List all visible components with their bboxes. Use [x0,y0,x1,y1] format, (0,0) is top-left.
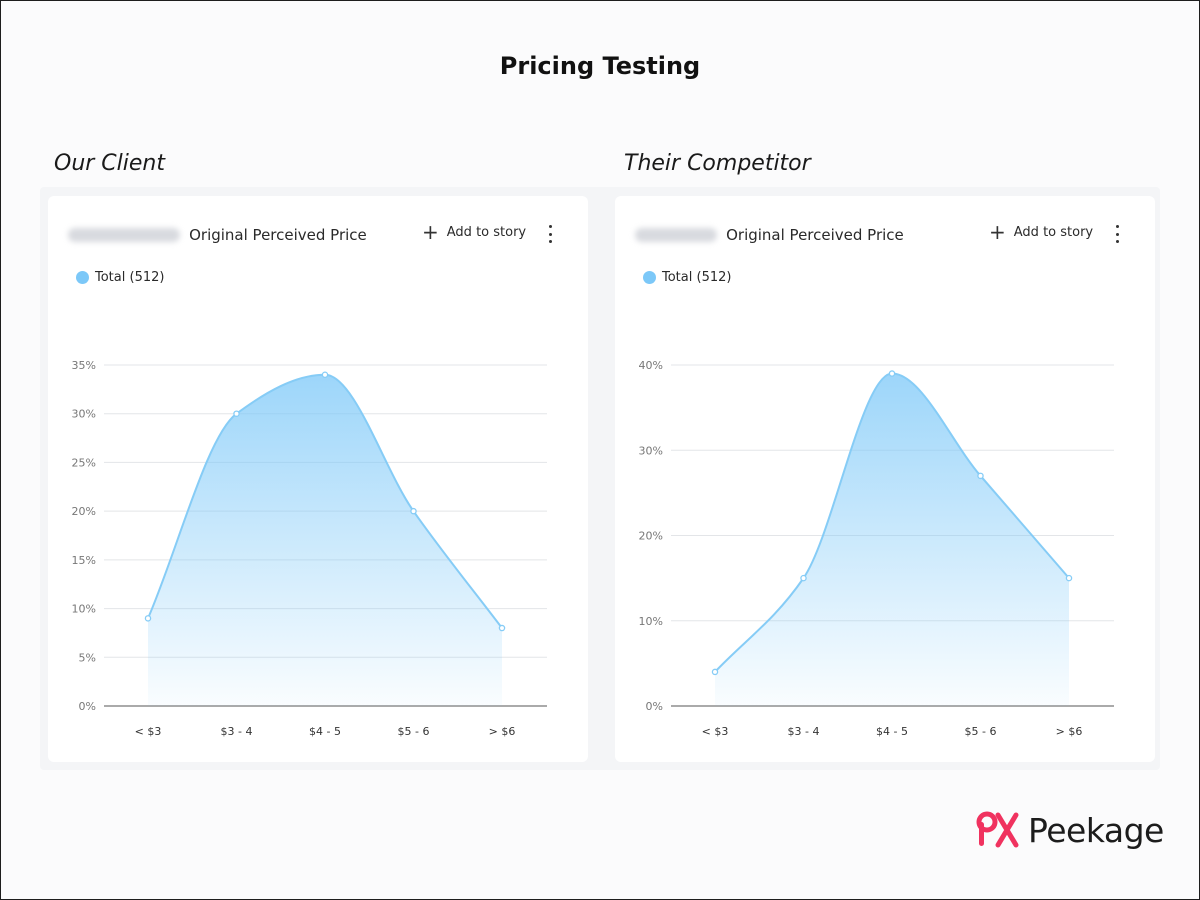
x-tick-label: > $6 [489,725,516,738]
x-tick-label: $4 - 5 [876,725,908,738]
y-tick-label: 10% [639,615,663,628]
y-tick-label: 40% [639,359,663,372]
data-point[interactable] [498,624,506,632]
page-title: Pricing Testing [499,52,701,80]
plus-icon: + [422,220,439,244]
client-chart-plot: 0% 5% 10% 15% 20% 25% 30% 35% < $3 $3 - 4 $4 - 5 $5… [72,359,547,738]
x-tick-label: $3 - 4 [221,725,253,738]
y-tick-label: 30% [72,408,96,421]
x-tick-label: $3 - 4 [788,725,820,738]
data-point[interactable] [233,410,240,417]
redacted-brand-name [635,227,717,242]
brand-logo: Peekage [976,808,1164,852]
y-tick-label: 0% [79,700,96,713]
x-tick-label: < $3 [135,725,162,738]
competitor-section-label: Their Competitor [624,151,811,176]
data-point[interactable] [321,371,329,378]
card-title: Original Perceived Price [189,225,367,244]
x-tick-label: < $3 [702,725,729,738]
client-section-label: Our Client [54,151,165,176]
y-tick-label: 20% [639,530,663,543]
card-header: Original Perceived Price [635,224,1135,248]
client-chart-card: Original Perceived Price + Add to story … [48,196,588,762]
series-area [148,374,502,706]
y-tick-label: 15% [72,554,96,567]
card-header: Original Perceived Price [68,224,568,248]
chart-legend[interactable]: Total (512) [76,270,164,285]
y-tick-label: 10% [72,603,96,616]
y-tick-label: 20% [72,505,96,518]
y-tick-label: 5% [79,651,96,664]
redacted-brand-name [68,227,180,242]
y-tick-label: 25% [72,456,96,469]
x-tick-label: $5 - 6 [965,725,997,738]
more-options-icon[interactable] [544,223,556,245]
add-to-story-label: Add to story [446,224,527,240]
y-tick-label: 0% [646,700,663,713]
y-tick-label: 35% [72,359,96,372]
more-options-icon[interactable] [1111,223,1123,245]
x-tick-label: $5 - 6 [398,725,430,738]
card-title: Original Perceived Price [726,225,904,244]
x-tick-label: > $6 [1056,725,1083,738]
legend-label: Total (512) [95,270,165,285]
legend-swatch [76,271,89,284]
plus-icon: + [989,220,1006,244]
data-point[interactable] [144,615,152,622]
pk-logo-icon [976,811,1019,848]
y-tick-label: 30% [639,444,663,457]
series-area [715,373,1069,706]
data-point[interactable] [1065,574,1073,582]
data-point[interactable] [711,668,719,676]
competitor-chart-card: Original Perceived Price + Add to story … [615,196,1155,762]
legend-label: Total (512) [662,270,732,285]
x-tick-label: $4 - 5 [309,725,341,738]
add-to-story-button[interactable]: + Add to story [989,220,1094,244]
data-point[interactable] [800,574,807,582]
data-point[interactable] [977,472,984,480]
data-point[interactable] [410,507,417,515]
add-to-story-button[interactable]: + Add to story [422,220,527,244]
data-point[interactable] [888,370,896,377]
chart-legend[interactable]: Total (512) [643,270,731,285]
add-to-story-label: Add to story [1013,224,1094,240]
brand-name: Peekage [1028,810,1164,850]
competitor-chart-plot: 0% 10% 20% 30% 40% < $3 $3 - 4 $4 - 5 $5 - 6 > $6 [639,359,1114,738]
legend-swatch [643,271,656,284]
